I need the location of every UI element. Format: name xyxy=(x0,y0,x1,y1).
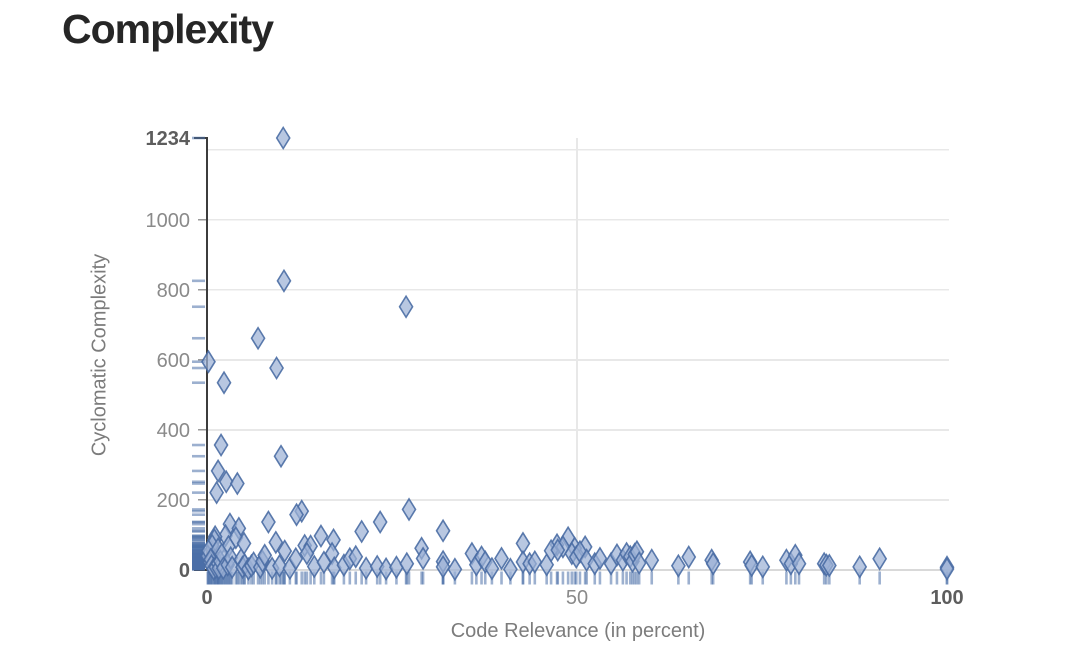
page-title: Complexity xyxy=(62,6,274,52)
svg-text:1234: 1234 xyxy=(146,128,191,150)
svg-text:100: 100 xyxy=(930,587,963,609)
svg-text:800: 800 xyxy=(157,280,190,302)
svg-text:0: 0 xyxy=(201,587,212,609)
svg-text:50: 50 xyxy=(566,587,588,609)
axis-tick-labels: 0 200 400 600 800 1000 1234 0 50 100 xyxy=(146,128,964,609)
y-axis-title: Cyclomatic Complexity xyxy=(88,253,111,457)
data-points xyxy=(200,125,955,582)
x-axis-title: Code Relevance (in percent) xyxy=(450,620,706,642)
svg-text:1000: 1000 xyxy=(146,210,191,232)
gridlines xyxy=(207,138,949,571)
svg-text:0: 0 xyxy=(179,560,190,582)
svg-text:200: 200 xyxy=(157,490,190,512)
axis-lines xyxy=(194,136,950,572)
svg-text:600: 600 xyxy=(157,350,190,372)
svg-text:400: 400 xyxy=(157,420,190,442)
